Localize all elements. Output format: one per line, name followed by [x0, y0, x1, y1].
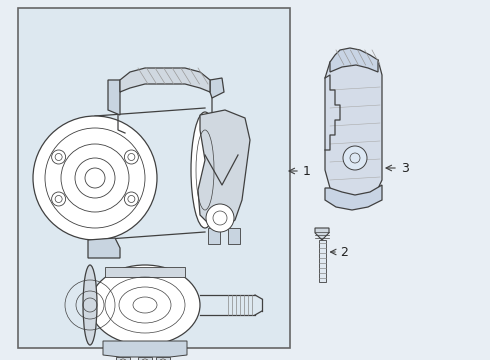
- Circle shape: [343, 146, 367, 170]
- Polygon shape: [330, 48, 378, 72]
- Polygon shape: [120, 68, 210, 92]
- Circle shape: [141, 359, 149, 360]
- Bar: [18, 8, 290, 348]
- Polygon shape: [105, 267, 185, 277]
- Text: 2: 2: [340, 246, 348, 258]
- Polygon shape: [108, 80, 120, 115]
- Bar: [156, 357, 170, 360]
- Polygon shape: [210, 78, 224, 98]
- Ellipse shape: [90, 265, 200, 345]
- Ellipse shape: [191, 112, 219, 228]
- Circle shape: [33, 116, 157, 240]
- Polygon shape: [103, 341, 187, 357]
- Circle shape: [124, 150, 138, 164]
- Bar: [318, 240, 325, 282]
- Circle shape: [51, 192, 66, 206]
- Polygon shape: [88, 238, 120, 258]
- Bar: [228, 228, 240, 244]
- Polygon shape: [198, 110, 250, 228]
- Bar: [208, 228, 220, 244]
- Polygon shape: [315, 228, 329, 240]
- Circle shape: [119, 359, 127, 360]
- Circle shape: [51, 150, 66, 164]
- Circle shape: [159, 359, 167, 360]
- Circle shape: [206, 204, 234, 232]
- Polygon shape: [325, 55, 382, 202]
- Text: 1: 1: [303, 165, 311, 177]
- Bar: [138, 357, 152, 360]
- Circle shape: [124, 192, 138, 206]
- Bar: [116, 357, 130, 360]
- Text: 3: 3: [401, 162, 409, 175]
- Ellipse shape: [83, 265, 97, 345]
- Polygon shape: [325, 185, 382, 210]
